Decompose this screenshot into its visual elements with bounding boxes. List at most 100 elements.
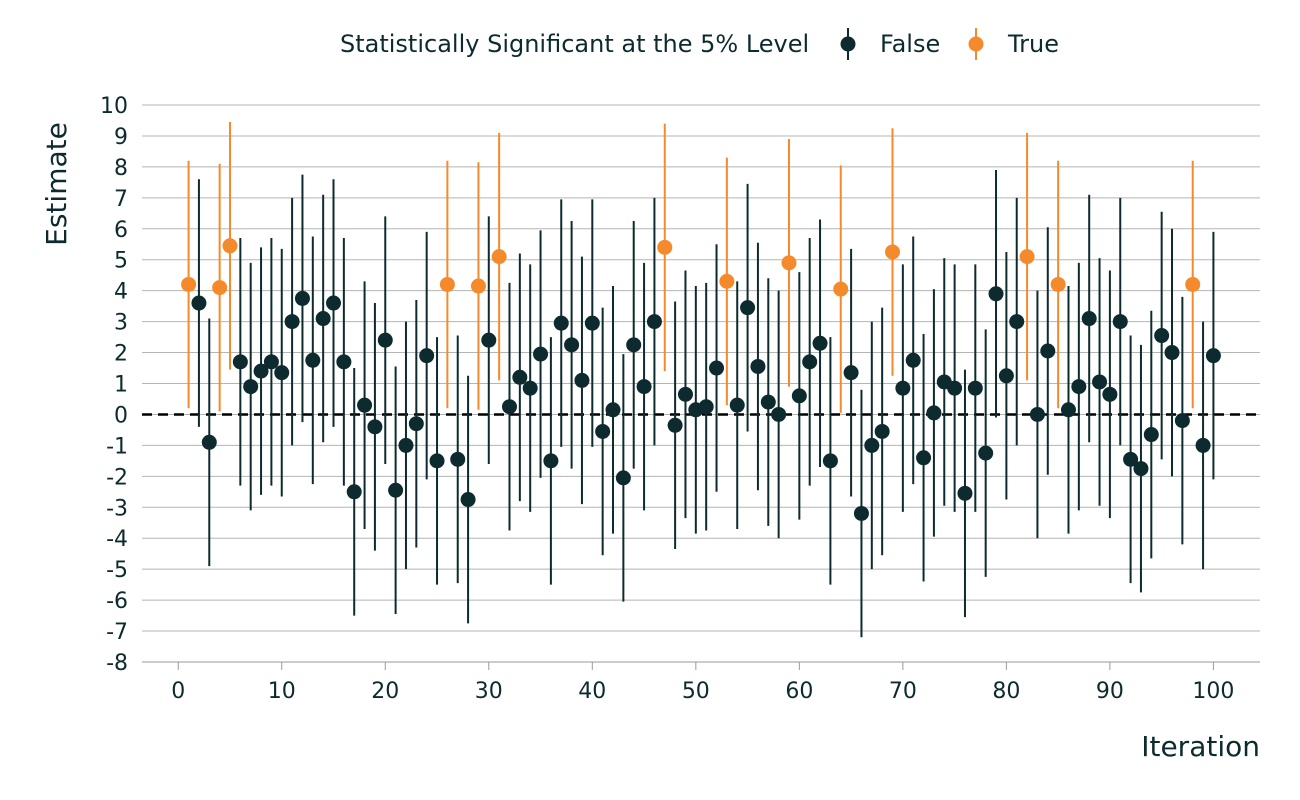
point-estimate	[1143, 427, 1159, 443]
y-tick-label: 10	[100, 94, 128, 119]
y-tick-label: 2	[114, 342, 128, 367]
x-tick-label: 40	[578, 679, 606, 704]
point-estimate	[1195, 437, 1211, 453]
point-estimate	[1060, 402, 1076, 418]
point-estimate	[1081, 311, 1097, 327]
point-estimate	[719, 273, 735, 289]
x-tick-label: 0	[171, 679, 185, 704]
legend-key-false	[840, 28, 856, 60]
y-tick-label: 9	[114, 125, 128, 150]
point-estimate	[553, 315, 569, 331]
x-tick-label: 10	[268, 679, 296, 704]
point-estimate	[191, 295, 207, 311]
x-axis-title: Iteration	[1141, 730, 1260, 763]
x-tick-label: 30	[475, 679, 503, 704]
y-tick-label: 4	[114, 280, 128, 305]
legend-key-true	[968, 28, 984, 60]
point-estimate	[667, 417, 683, 433]
point-estimate	[305, 352, 321, 368]
point-estimate	[1164, 345, 1180, 361]
y-tick-label: -2	[106, 465, 128, 490]
point-estimate	[284, 314, 300, 330]
point-estimate	[274, 365, 290, 381]
point-estimate	[243, 379, 259, 395]
point-estimate	[232, 354, 248, 370]
legend: Statistically Significant at the 5% Leve…	[340, 28, 1059, 60]
point-estimate	[181, 276, 197, 292]
point-estimate	[1040, 343, 1056, 359]
point-estimate	[615, 470, 631, 486]
point-estimate	[1102, 386, 1118, 402]
point-estimate	[595, 423, 611, 439]
point-estimate	[388, 482, 404, 498]
point-estimate	[212, 280, 228, 296]
point-estimate	[1123, 451, 1139, 467]
point-estimate	[326, 295, 342, 311]
point-estimate	[885, 244, 901, 260]
point-estimate	[1205, 348, 1221, 364]
data-marks	[181, 122, 1221, 638]
point-estimate	[315, 311, 331, 327]
point-estimate	[512, 369, 528, 385]
point-estimate	[439, 276, 455, 292]
point-estimate	[222, 238, 238, 254]
legend-title: Statistically Significant at the 5% Leve…	[340, 30, 809, 58]
point-estimate	[791, 388, 807, 404]
point-estimate	[398, 437, 414, 453]
y-tick-label: -4	[106, 527, 128, 552]
legend-key-false-dot	[840, 36, 856, 52]
point-estimate	[677, 386, 693, 402]
point-estimate	[1133, 461, 1149, 477]
point-estimate	[1174, 413, 1190, 429]
point-estimate	[533, 346, 549, 362]
point-estimate	[771, 406, 787, 422]
point-estimate	[978, 445, 994, 461]
point-estimate	[501, 399, 517, 415]
x-tick-label: 70	[889, 679, 917, 704]
point-estimate	[646, 314, 662, 330]
x-tick-label: 100	[1192, 679, 1234, 704]
point-estimate	[429, 453, 445, 469]
point-estimate	[843, 365, 859, 381]
point-estimate	[253, 363, 269, 379]
x-tick-label: 20	[371, 679, 399, 704]
y-tick-label: -8	[106, 651, 128, 676]
point-estimate	[1071, 379, 1087, 395]
x-tick-label: 50	[682, 679, 710, 704]
point-estimate	[377, 332, 393, 348]
point-estimate	[1019, 249, 1035, 265]
point-estimate	[636, 379, 652, 395]
point-estimate	[657, 239, 673, 255]
y-tick-label: -1	[106, 434, 128, 459]
point-estimate	[201, 434, 217, 450]
y-tick-label: 1	[114, 373, 128, 398]
y-tick-label: 5	[114, 249, 128, 274]
point-estimate	[812, 335, 828, 351]
y-tick-label: -5	[106, 558, 128, 583]
point-estimate	[802, 354, 818, 370]
y-axis-ticks: -8 -7 -6 -5 -4 -3 -2 -1 0 1 2 3 4 5 6 7 8 9 10	[100, 94, 128, 676]
y-tick-label: 0	[114, 403, 128, 428]
point-estimate	[481, 332, 497, 348]
point-estimate	[346, 484, 362, 500]
point-estimate	[998, 368, 1014, 384]
point-estimate	[916, 450, 932, 466]
point-estimate	[574, 372, 590, 388]
point-estimate	[1112, 314, 1128, 330]
point-estimate	[874, 423, 890, 439]
point-estimate	[522, 380, 538, 396]
point-estimate	[357, 397, 373, 413]
point-estimate	[967, 380, 983, 396]
point-estimate	[864, 437, 880, 453]
y-tick-label: 3	[114, 311, 128, 336]
point-estimate	[781, 255, 797, 271]
point-estimate	[564, 337, 580, 353]
gridlines	[142, 104, 1260, 663]
point-estimate	[419, 348, 435, 364]
point-estimate	[729, 397, 745, 413]
point-estimate	[408, 416, 424, 432]
point-estimate	[605, 402, 621, 418]
y-tick-label: -7	[106, 620, 128, 645]
point-estimate	[263, 354, 279, 370]
point-estimate	[626, 337, 642, 353]
